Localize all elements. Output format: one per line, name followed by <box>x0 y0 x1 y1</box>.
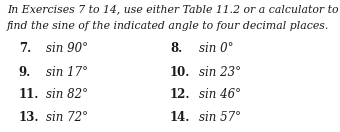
Text: 13.: 13. <box>19 111 39 124</box>
Text: sin 17°: sin 17° <box>46 66 88 79</box>
Text: sin 23°: sin 23° <box>199 66 241 79</box>
Text: 14.: 14. <box>170 111 190 124</box>
Text: 10.: 10. <box>170 66 190 79</box>
Text: sin 90°: sin 90° <box>46 42 88 55</box>
Text: 9.: 9. <box>19 66 31 79</box>
Text: sin 82°: sin 82° <box>46 88 88 101</box>
Text: 8.: 8. <box>170 42 182 55</box>
Text: sin 0°: sin 0° <box>199 42 233 55</box>
Text: sin 46°: sin 46° <box>199 88 241 101</box>
Text: 11.: 11. <box>19 88 39 101</box>
Text: sin 72°: sin 72° <box>46 111 88 124</box>
Text: 12.: 12. <box>170 88 190 101</box>
Text: sin 57°: sin 57° <box>199 111 241 124</box>
Text: find the sine of the indicated angle to four decimal places.: find the sine of the indicated angle to … <box>7 21 329 31</box>
Text: In Exercises 7 to 14, use either Table 11.2 or a calculator to: In Exercises 7 to 14, use either Table 1… <box>7 4 338 14</box>
Text: 7.: 7. <box>19 42 31 55</box>
